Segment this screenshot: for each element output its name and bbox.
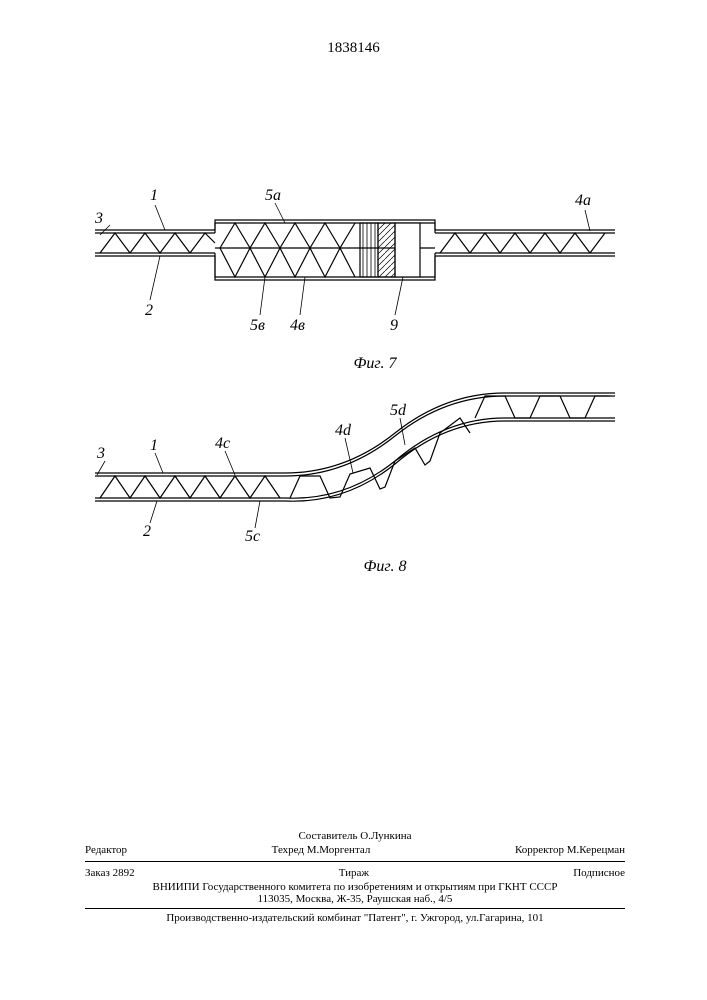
figure-7: 1 3 5а 4а 2 5в 4в 9 bbox=[85, 175, 625, 355]
addr2-line: Производственно-издательский комбинат "П… bbox=[85, 912, 625, 924]
figure-8: 3 1 4с 4d 5d 2 5с bbox=[85, 383, 625, 553]
compiler-label: Составитель bbox=[298, 830, 357, 842]
fig8-label-2: 2 bbox=[143, 523, 151, 540]
fig8-label-4d: 4d bbox=[335, 422, 352, 439]
footer-block: Составитель О.Лункина Редактор Техред М.… bbox=[85, 830, 625, 924]
subscr-label: Подписное bbox=[573, 867, 625, 879]
fig7-label-3: 3 bbox=[94, 210, 103, 227]
fig8-label-3: 3 bbox=[96, 445, 105, 462]
order-num: 2892 bbox=[113, 867, 135, 879]
fig8-label-4c: 4с bbox=[215, 435, 230, 452]
fig7-label-9: 9 bbox=[390, 317, 398, 334]
fig7-label-5a: 5а bbox=[265, 187, 281, 204]
org-line: ВНИИПИ Государственного комитета по изоб… bbox=[85, 881, 625, 893]
tehred-label: Техред bbox=[272, 844, 304, 856]
fig8-label-1: 1 bbox=[150, 437, 158, 454]
corrector-label: Корректор bbox=[515, 844, 564, 856]
compiler-name: О.Лункина bbox=[360, 830, 411, 842]
tirage-label: Тираж bbox=[339, 867, 369, 879]
fig7-label-5v: 5в bbox=[250, 317, 265, 334]
order-label: Заказ bbox=[85, 867, 110, 879]
fig7-label-4v: 4в bbox=[290, 317, 305, 334]
tehred-name: М.Моргентал bbox=[307, 844, 371, 856]
fig8-label-5c: 5с bbox=[245, 528, 260, 545]
fig7-label-4a: 4а bbox=[575, 192, 591, 209]
corrector-name: М.Керецман bbox=[567, 844, 625, 856]
fig7-label-1: 1 bbox=[150, 187, 158, 204]
fig7-label-2: 2 bbox=[145, 302, 153, 319]
figures-container: 1 3 5а 4а 2 5в 4в 9 Фиг. 7 bbox=[85, 175, 625, 576]
patent-number: 1838146 bbox=[0, 0, 707, 57]
fig8-label-5d: 5d bbox=[390, 402, 407, 419]
editor-label: Редактор bbox=[85, 844, 127, 856]
addr1-line: 113035, Москва, Ж-35, Раушская наб., 4/5 bbox=[85, 893, 625, 905]
fig8-caption: Фиг. 8 bbox=[145, 558, 625, 576]
fig7-caption: Фиг. 7 bbox=[125, 355, 625, 373]
